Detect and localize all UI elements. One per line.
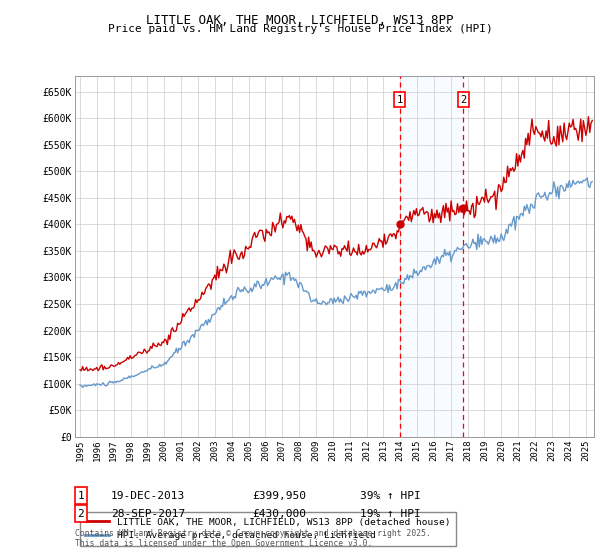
Text: 2: 2 [460,95,466,105]
Legend: LITTLE OAK, THE MOOR, LICHFIELD, WS13 8PP (detached house), HPI: Average price, : LITTLE OAK, THE MOOR, LICHFIELD, WS13 8P… [80,512,456,546]
Text: £399,950: £399,950 [252,491,306,501]
Text: 1: 1 [77,491,85,501]
Text: Contains HM Land Registry data © Crown copyright and database right 2025.
This d: Contains HM Land Registry data © Crown c… [75,529,431,548]
Text: 19% ↑ HPI: 19% ↑ HPI [360,508,421,519]
Text: Price paid vs. HM Land Registry's House Price Index (HPI): Price paid vs. HM Land Registry's House … [107,24,493,34]
Text: 2: 2 [77,508,85,519]
Text: 19-DEC-2013: 19-DEC-2013 [111,491,185,501]
Text: LITTLE OAK, THE MOOR, LICHFIELD, WS13 8PP: LITTLE OAK, THE MOOR, LICHFIELD, WS13 8P… [146,14,454,27]
Text: 28-SEP-2017: 28-SEP-2017 [111,508,185,519]
Text: 1: 1 [397,95,403,105]
Text: 39% ↑ HPI: 39% ↑ HPI [360,491,421,501]
Text: £430,000: £430,000 [252,508,306,519]
Bar [400,76,463,437]
